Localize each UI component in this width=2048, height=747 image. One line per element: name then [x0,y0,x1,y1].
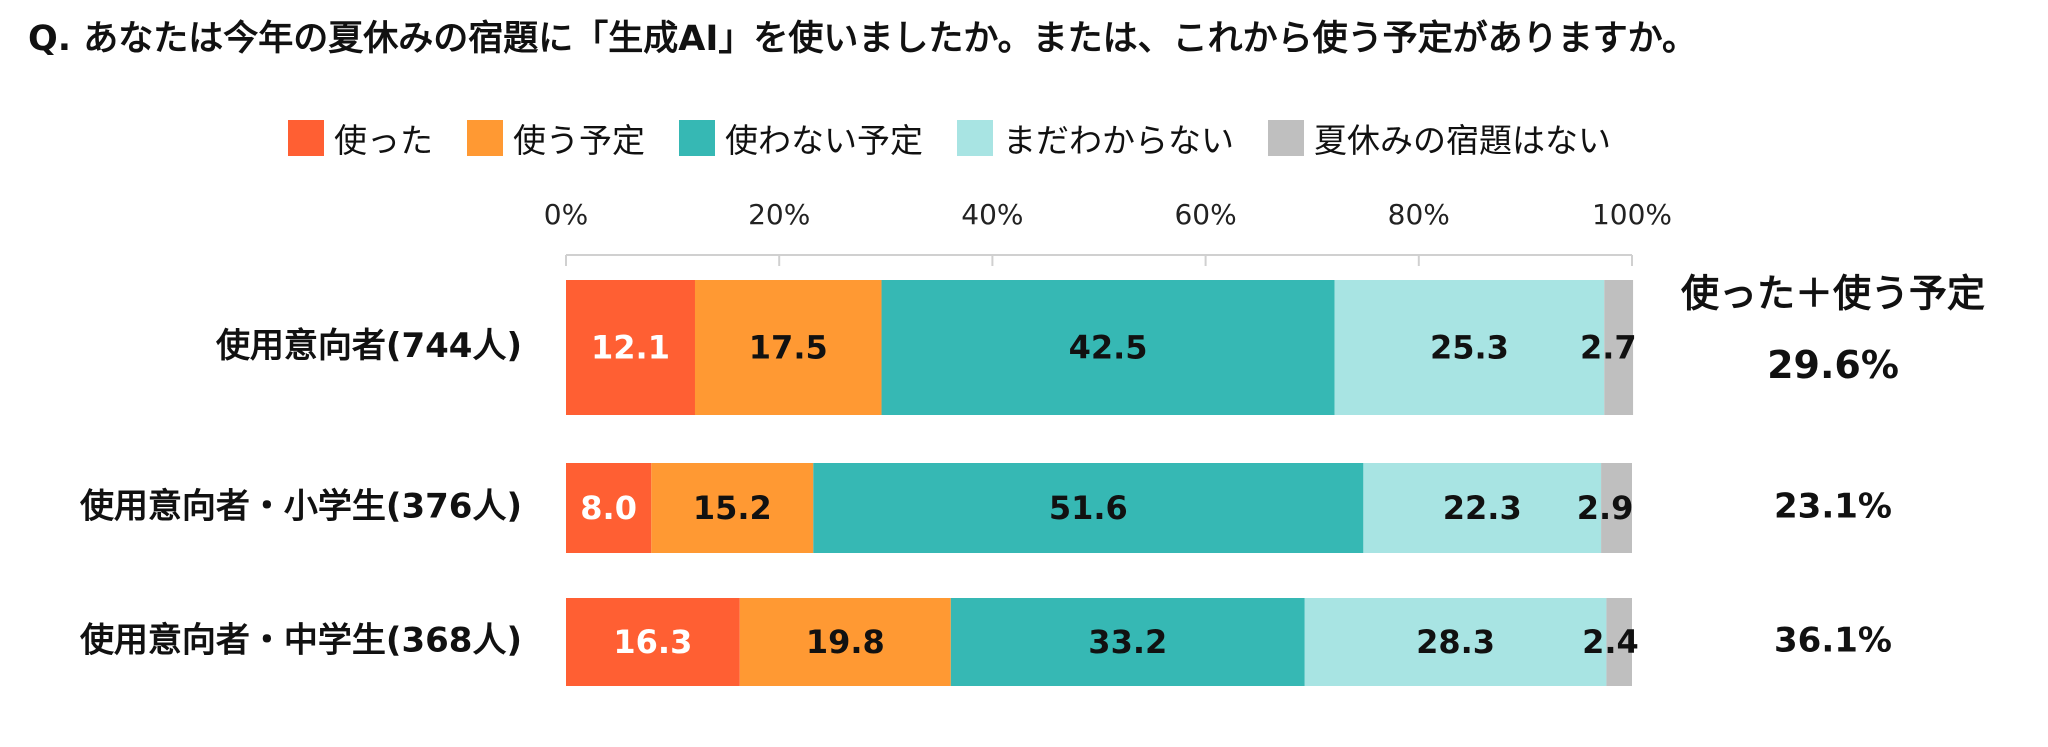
chart-title: Q. あなたは今年の夏休みの宿題に「生成AI」を使いましたか。または、これから使… [28,19,1697,59]
legend-label: まだわからない [1003,121,1234,160]
bar-segment [566,463,652,553]
data-label: 33.2 [1088,623,1167,661]
legend-swatch [1268,120,1304,156]
legend-label: 夏休みの宿題はない [1314,121,1611,160]
bar-segment [1304,598,1607,686]
data-label: 51.6 [1049,489,1128,527]
category-label: 使用意向者・中学生(368人) [79,621,522,661]
data-label: 15.2 [693,489,772,527]
data-label: 2.9 [1577,489,1634,527]
x-tick-label: 0% [544,198,588,231]
legend-item-5: 夏休みの宿題はない [1268,114,1611,162]
data-label: 16.3 [613,623,692,661]
x-tick-label: 80% [1388,198,1450,231]
legend-item-3: 使わない予定 [679,114,923,162]
legend-swatch [288,120,324,156]
data-label: 17.5 [749,329,828,367]
legend-label: 使った [334,121,433,160]
legend-item-4: まだわからない [957,114,1234,162]
bar-segment [566,280,695,415]
chart-legend: 使った 使う予定 使わない予定 まだわからない 夏休みの宿題はない [288,112,1645,164]
bar-segment [813,463,1364,553]
bar-segment [739,598,951,686]
bar-segment [651,463,814,553]
summary-value: 36.1% [1774,621,1892,661]
summary-value: 29.6% [1767,343,1899,387]
data-label: 2.7 [1580,329,1637,367]
bar-segment [1606,598,1632,686]
legend-label: 使わない予定 [725,121,923,160]
data-label: 2.4 [1582,623,1639,661]
data-label: 22.3 [1443,489,1522,527]
data-label: 8.0 [580,489,637,527]
data-label: 28.3 [1416,623,1495,661]
bar-segment [566,598,740,686]
bar-segment [881,280,1335,415]
data-label: 19.8 [806,623,885,661]
bar-segment [1604,280,1634,415]
bar-segment [950,598,1305,686]
legend-item-2: 使う予定 [467,114,645,162]
legend-item-1: 使った [288,114,433,162]
category-label: 使用意向者(744人) [215,326,522,366]
bar-segment [1334,280,1605,415]
summary-header: 使った＋使う予定 [1681,272,1985,316]
data-label: 12.1 [591,329,670,367]
bar-segment [694,280,882,415]
legend-swatch [679,120,715,156]
category-label: 使用意向者・小学生(376人) [79,487,522,527]
data-label: 25.3 [1430,329,1509,367]
x-tick-label: 40% [961,198,1023,231]
x-tick-label: 20% [748,198,810,231]
bar-segment [1363,463,1602,553]
legend-swatch [467,120,503,156]
summary-value: 23.1% [1774,487,1892,527]
legend-swatch [957,120,993,156]
legend-label: 使う予定 [513,121,645,160]
x-tick-label: 60% [1174,198,1236,231]
bar-segment [1601,463,1632,553]
x-tick-label: 100% [1592,198,1672,231]
data-label: 42.5 [1069,329,1148,367]
